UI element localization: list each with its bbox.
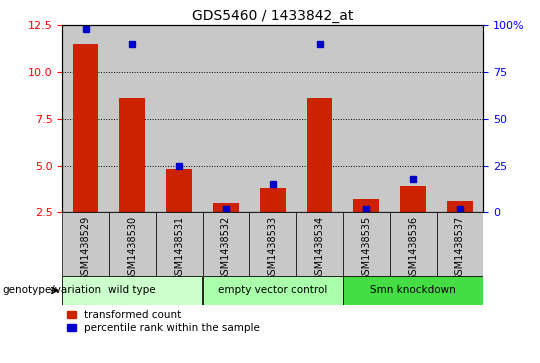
Bar	[202, 25, 249, 212]
Bar	[109, 212, 156, 276]
Bar	[202, 212, 249, 276]
Bar	[156, 25, 202, 212]
Text: GSM1438537: GSM1438537	[455, 216, 465, 281]
Text: GSM1438536: GSM1438536	[408, 216, 418, 281]
Bar	[166, 170, 192, 212]
Text: GSM1438535: GSM1438535	[361, 216, 372, 281]
Text: Smn knockdown: Smn knockdown	[370, 285, 456, 295]
Bar	[436, 212, 483, 276]
Bar	[343, 212, 390, 276]
Bar	[109, 25, 156, 212]
Bar	[390, 212, 436, 276]
Text: GSM1438531: GSM1438531	[174, 216, 184, 281]
Text: genotype/variation: genotype/variation	[3, 285, 102, 295]
Title: GDS5460 / 1433842_at: GDS5460 / 1433842_at	[192, 9, 353, 23]
Text: GSM1438533: GSM1438533	[268, 216, 278, 281]
Bar	[72, 44, 98, 212]
Bar	[249, 25, 296, 212]
Bar	[447, 201, 473, 212]
Bar	[62, 25, 109, 212]
Bar	[307, 98, 333, 212]
Bar	[62, 276, 202, 305]
Bar	[343, 25, 390, 212]
Bar	[353, 199, 379, 212]
Bar	[202, 276, 343, 305]
Bar	[249, 212, 296, 276]
Text: empty vector control: empty vector control	[218, 285, 327, 295]
Bar	[296, 25, 343, 212]
Text: GSM1438532: GSM1438532	[221, 216, 231, 281]
Bar	[436, 25, 483, 212]
Text: GSM1438530: GSM1438530	[127, 216, 137, 281]
Bar	[343, 276, 483, 305]
Text: GSM1438534: GSM1438534	[314, 216, 325, 281]
Bar	[156, 212, 202, 276]
Bar	[62, 212, 109, 276]
Bar	[400, 186, 426, 212]
Bar	[296, 212, 343, 276]
Text: GSM1438529: GSM1438529	[80, 216, 91, 281]
Bar	[213, 203, 239, 212]
Bar	[260, 188, 286, 212]
Text: wild type: wild type	[109, 285, 156, 295]
Legend: transformed count, percentile rank within the sample: transformed count, percentile rank withi…	[68, 310, 260, 333]
Bar	[119, 98, 145, 212]
Bar	[390, 25, 436, 212]
